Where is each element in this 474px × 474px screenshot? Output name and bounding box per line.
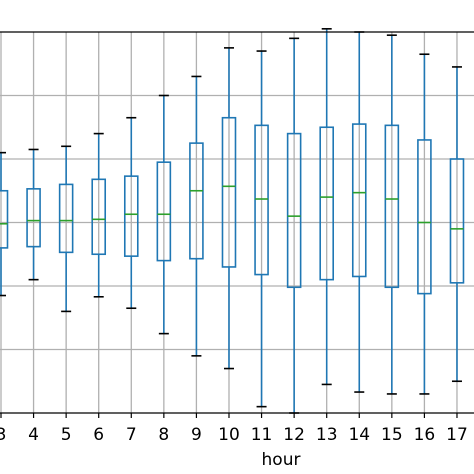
x-tick-label: 7 <box>126 425 137 445</box>
box-hour-11 <box>254 50 269 408</box>
box-hour-6 <box>91 132 107 298</box>
iqr-box <box>0 189 9 249</box>
x-tick-label: 15 <box>381 425 403 445</box>
box-series <box>0 28 465 414</box>
box-hour-7 <box>123 116 139 310</box>
x-tick-label: 8 <box>158 425 169 445</box>
box-hour-3 <box>0 151 9 297</box>
iqr-box <box>449 158 465 284</box>
iqr-box <box>221 116 237 268</box>
x-tick-label: 10 <box>218 425 240 445</box>
iqr-box <box>58 183 74 254</box>
axes <box>0 31 474 414</box>
x-ticks: 3 4 5 6 7 8 9 10 11 12 13 14 15 16 17 <box>0 413 468 445</box>
box-hour-15 <box>384 34 400 395</box>
box-hour-17 <box>449 66 465 383</box>
box-hour-9 <box>189 75 204 357</box>
iqr-box <box>254 124 269 276</box>
x-tick-label: 14 <box>348 425 370 445</box>
box-hour-8 <box>156 94 172 335</box>
box-hour-5 <box>58 145 74 313</box>
box-hour-14 <box>351 31 367 393</box>
x-tick-label: 9 <box>191 425 202 445</box>
iqr-box <box>26 188 41 248</box>
box-hour-12 <box>286 37 302 414</box>
box-hour-13 <box>319 28 335 386</box>
x-tick-label: 17 <box>446 425 468 445</box>
iqr-box <box>156 161 172 262</box>
iqr-box <box>384 124 400 289</box>
x-tick-label: 3 <box>0 425 6 445</box>
x-tick-label: 13 <box>316 425 338 445</box>
iqr-box <box>91 178 107 256</box>
x-tick-label: 16 <box>414 425 436 445</box>
x-tick-label: 11 <box>251 425 273 445</box>
x-axis-label: hour <box>262 450 301 470</box>
box-hour-16 <box>417 53 432 395</box>
iqr-box <box>189 142 204 260</box>
iqr-box <box>417 139 432 295</box>
box-hour-4 <box>26 148 41 281</box>
iqr-box <box>351 123 367 278</box>
x-tick-label: 6 <box>93 425 104 445</box>
iqr-box <box>286 132 302 289</box>
x-tick-label: 5 <box>61 425 72 445</box>
iqr-box <box>123 175 139 257</box>
iqr-box <box>319 126 335 281</box>
x-tick-label: 4 <box>28 425 39 445</box>
x-tick-label: 12 <box>283 425 305 445</box>
box-hour-10 <box>221 47 237 370</box>
